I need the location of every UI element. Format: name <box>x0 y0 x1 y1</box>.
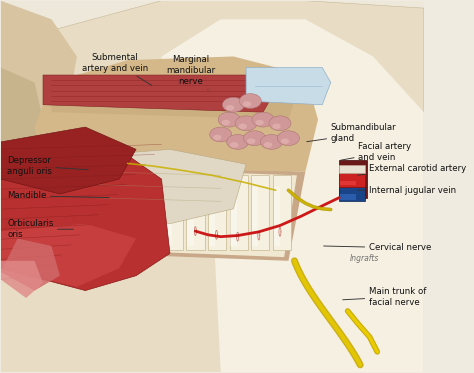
Polygon shape <box>339 186 365 201</box>
Polygon shape <box>122 175 140 250</box>
Polygon shape <box>35 56 318 172</box>
Ellipse shape <box>255 120 264 125</box>
Polygon shape <box>252 186 258 246</box>
Polygon shape <box>246 68 331 105</box>
Text: Marginal
mandibular
nerve: Marginal mandibular nerve <box>166 54 216 90</box>
Polygon shape <box>339 160 367 198</box>
Polygon shape <box>0 1 424 372</box>
Ellipse shape <box>239 94 261 109</box>
Ellipse shape <box>261 135 283 149</box>
Polygon shape <box>339 173 365 186</box>
Ellipse shape <box>243 101 251 107</box>
Polygon shape <box>0 1 424 372</box>
Polygon shape <box>251 175 269 250</box>
Polygon shape <box>0 238 60 291</box>
Ellipse shape <box>227 135 249 149</box>
Text: Main trunk of
facial nerve: Main trunk of facial nerve <box>343 287 426 307</box>
Ellipse shape <box>222 97 245 112</box>
Text: Cervical nerve: Cervical nerve <box>324 243 431 252</box>
Polygon shape <box>52 90 297 120</box>
Polygon shape <box>340 194 356 200</box>
Text: Ingrafts: Ingrafts <box>350 254 379 263</box>
Polygon shape <box>0 261 43 298</box>
Text: Internal jugular vein: Internal jugular vein <box>357 186 456 195</box>
Ellipse shape <box>244 131 265 145</box>
Text: Facial artery
and vein: Facial artery and vein <box>340 142 411 162</box>
Ellipse shape <box>235 116 257 131</box>
Polygon shape <box>0 1 77 168</box>
Polygon shape <box>0 135 170 291</box>
Polygon shape <box>0 224 136 287</box>
Polygon shape <box>100 175 118 250</box>
Polygon shape <box>165 175 183 250</box>
Polygon shape <box>209 186 215 246</box>
Polygon shape <box>230 186 237 246</box>
Polygon shape <box>143 175 162 250</box>
Polygon shape <box>273 175 291 250</box>
Polygon shape <box>339 165 365 173</box>
Ellipse shape <box>277 131 300 145</box>
Polygon shape <box>101 186 107 246</box>
Ellipse shape <box>281 138 289 144</box>
Ellipse shape <box>273 123 281 129</box>
Polygon shape <box>187 186 194 246</box>
Polygon shape <box>186 175 205 250</box>
Polygon shape <box>208 175 226 250</box>
Ellipse shape <box>226 105 234 110</box>
Ellipse shape <box>252 112 274 127</box>
Polygon shape <box>162 19 424 372</box>
Text: External carotid artery: External carotid artery <box>357 164 466 175</box>
Text: Submental
artery and vein: Submental artery and vein <box>82 53 152 85</box>
Polygon shape <box>0 127 136 194</box>
Ellipse shape <box>269 116 291 131</box>
Text: Orbicularis
oris: Orbicularis oris <box>7 219 73 239</box>
Polygon shape <box>144 186 150 246</box>
Ellipse shape <box>230 142 238 148</box>
Polygon shape <box>94 164 305 261</box>
Ellipse shape <box>221 120 230 125</box>
Text: Submandibular
gland: Submandibular gland <box>307 123 396 144</box>
Ellipse shape <box>247 138 255 144</box>
Polygon shape <box>0 68 43 168</box>
Polygon shape <box>229 175 248 250</box>
Polygon shape <box>77 149 246 224</box>
Polygon shape <box>123 186 129 246</box>
Polygon shape <box>43 75 276 112</box>
Ellipse shape <box>213 135 221 140</box>
Ellipse shape <box>264 142 273 148</box>
Text: Depressor
anguli oris: Depressor anguli oris <box>7 156 88 176</box>
Ellipse shape <box>218 112 240 127</box>
Ellipse shape <box>238 123 247 129</box>
Text: Mandible: Mandible <box>7 191 109 200</box>
Polygon shape <box>98 168 297 257</box>
Polygon shape <box>340 181 356 185</box>
Polygon shape <box>166 186 172 246</box>
Ellipse shape <box>210 127 232 142</box>
Polygon shape <box>273 186 280 246</box>
